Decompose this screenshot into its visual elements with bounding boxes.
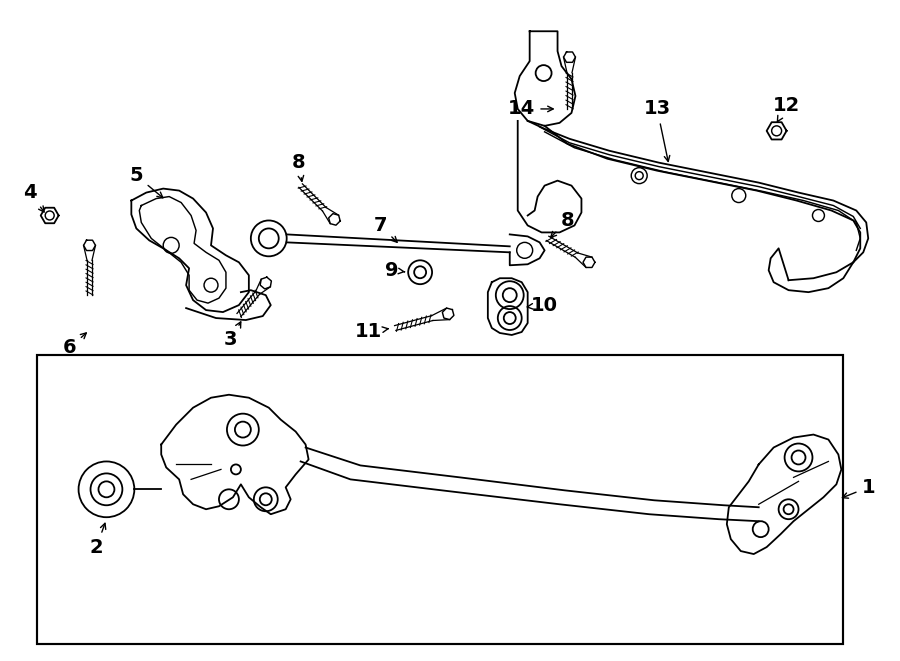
Text: 7: 7 xyxy=(374,216,397,243)
Text: 8: 8 xyxy=(292,153,305,181)
Text: 14: 14 xyxy=(508,99,554,118)
Text: 3: 3 xyxy=(224,322,241,350)
Text: 2: 2 xyxy=(90,524,105,557)
Text: 8: 8 xyxy=(551,211,574,237)
Text: 9: 9 xyxy=(385,260,405,280)
Bar xyxy=(37,355,843,644)
Text: 13: 13 xyxy=(644,99,670,161)
Text: 1: 1 xyxy=(842,478,875,498)
Text: 4: 4 xyxy=(23,183,44,212)
Text: 11: 11 xyxy=(355,323,388,342)
Text: 5: 5 xyxy=(130,166,163,198)
Text: 10: 10 xyxy=(527,295,558,315)
Text: 6: 6 xyxy=(63,333,86,358)
Text: 12: 12 xyxy=(773,97,800,122)
